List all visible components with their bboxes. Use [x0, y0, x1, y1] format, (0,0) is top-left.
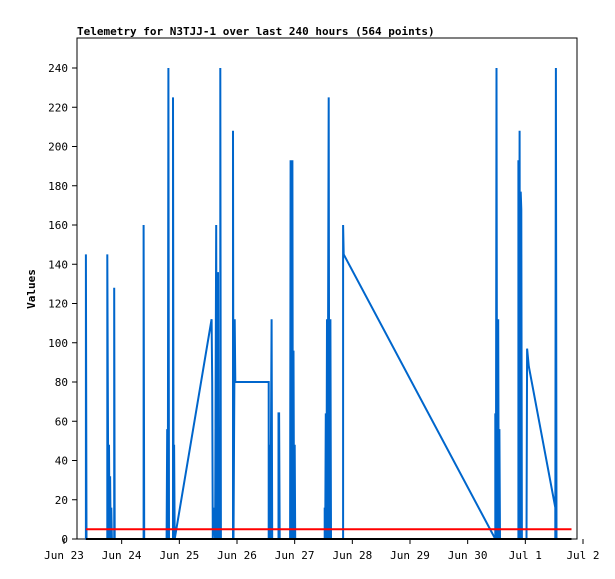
- y-tick-label: 20: [55, 494, 68, 507]
- x-tick-label: Jun 29: [390, 549, 430, 562]
- x-tick-label: Jun 23: [44, 549, 84, 562]
- x-axis-ticks: Jun 23 Jun 24 Jun 25 Jun 26 Jun 27 Jun 28 Jun …: [44, 539, 600, 562]
- x-tick-label: Jun 27: [275, 549, 315, 562]
- y-tick-label: 100: [48, 337, 68, 350]
- x-tick-label: Jul 2: [566, 549, 599, 562]
- x-tick-label: Jun 28: [332, 549, 372, 562]
- x-tick-label: Jun 24: [102, 549, 142, 562]
- y-tick-label: 240: [48, 62, 68, 75]
- y-tick-label: 40: [55, 455, 68, 468]
- y-tick-label: 120: [48, 298, 68, 311]
- y-axis-ticks: 0 20 40 60 80 100 120 140 160 180 200 220 240: [48, 62, 77, 546]
- y-axis-label: Values: [25, 269, 38, 309]
- chart-title: Telemetry for N3TJJ-1 over last 240 hour…: [77, 25, 435, 38]
- x-tick-label: Jun 30: [448, 549, 488, 562]
- y-tick-label: 80: [55, 376, 68, 389]
- y-tick-label: 160: [48, 219, 68, 232]
- x-tick-label: Jun 26: [217, 549, 257, 562]
- series-layer: [84, 67, 572, 540]
- y-tick-label: 220: [48, 101, 68, 114]
- y-tick-label: 60: [55, 415, 68, 428]
- x-tick-label: Jul 1: [509, 549, 542, 562]
- x-tick-label: Jun 25: [159, 549, 199, 562]
- y-tick-label: 200: [48, 141, 68, 154]
- y-tick-label: 180: [48, 180, 68, 193]
- y-tick-label: 140: [48, 258, 68, 271]
- y-tick-label: 0: [61, 533, 68, 546]
